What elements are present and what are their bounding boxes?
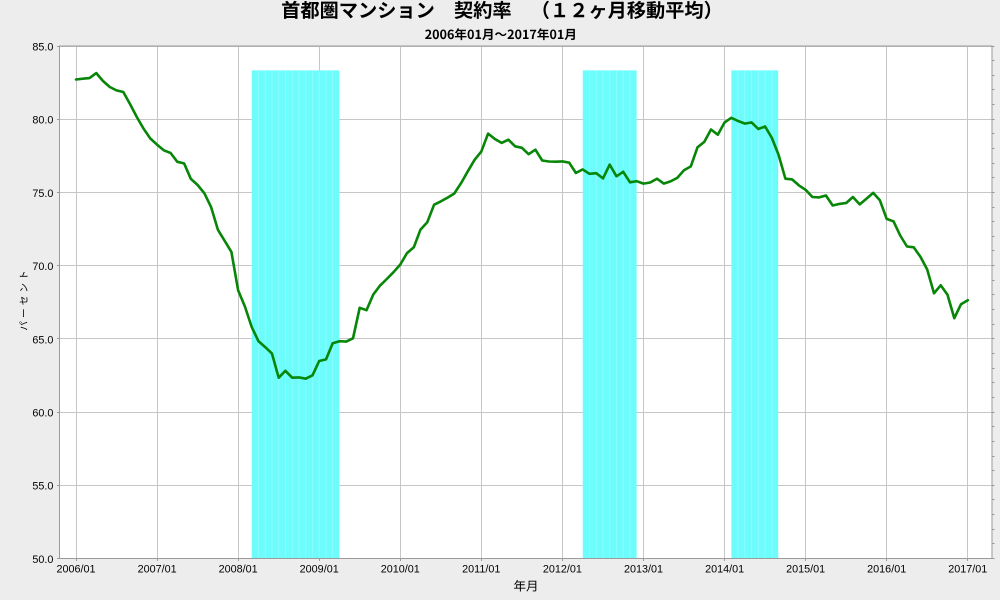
svg-text:2011/01: 2011/01 xyxy=(462,564,500,576)
svg-text:85.0: 85.0 xyxy=(32,42,53,54)
svg-text:55.0: 55.0 xyxy=(32,481,53,493)
svg-text:2007/01: 2007/01 xyxy=(138,564,177,576)
svg-text:2008/01: 2008/01 xyxy=(219,564,258,576)
svg-text:2013/01: 2013/01 xyxy=(624,564,663,576)
svg-text:2009/01: 2009/01 xyxy=(300,564,339,576)
svg-text:2014/01: 2014/01 xyxy=(705,564,744,576)
svg-text:75.0: 75.0 xyxy=(32,188,53,200)
svg-text:2010/01: 2010/01 xyxy=(381,564,420,576)
svg-text:80.0: 80.0 xyxy=(32,115,53,127)
svg-text:65.0: 65.0 xyxy=(32,334,53,346)
svg-text:2012/01: 2012/01 xyxy=(543,564,582,576)
svg-text:60.0: 60.0 xyxy=(32,408,53,420)
svg-text:2006/01: 2006/01 xyxy=(56,564,95,576)
svg-text:2015/01: 2015/01 xyxy=(786,564,825,576)
svg-text:70.0: 70.0 xyxy=(32,261,53,273)
svg-text:2016/01: 2016/01 xyxy=(867,564,906,576)
svg-text:2017/01: 2017/01 xyxy=(948,564,987,576)
svg-text:50.0: 50.0 xyxy=(32,554,53,566)
